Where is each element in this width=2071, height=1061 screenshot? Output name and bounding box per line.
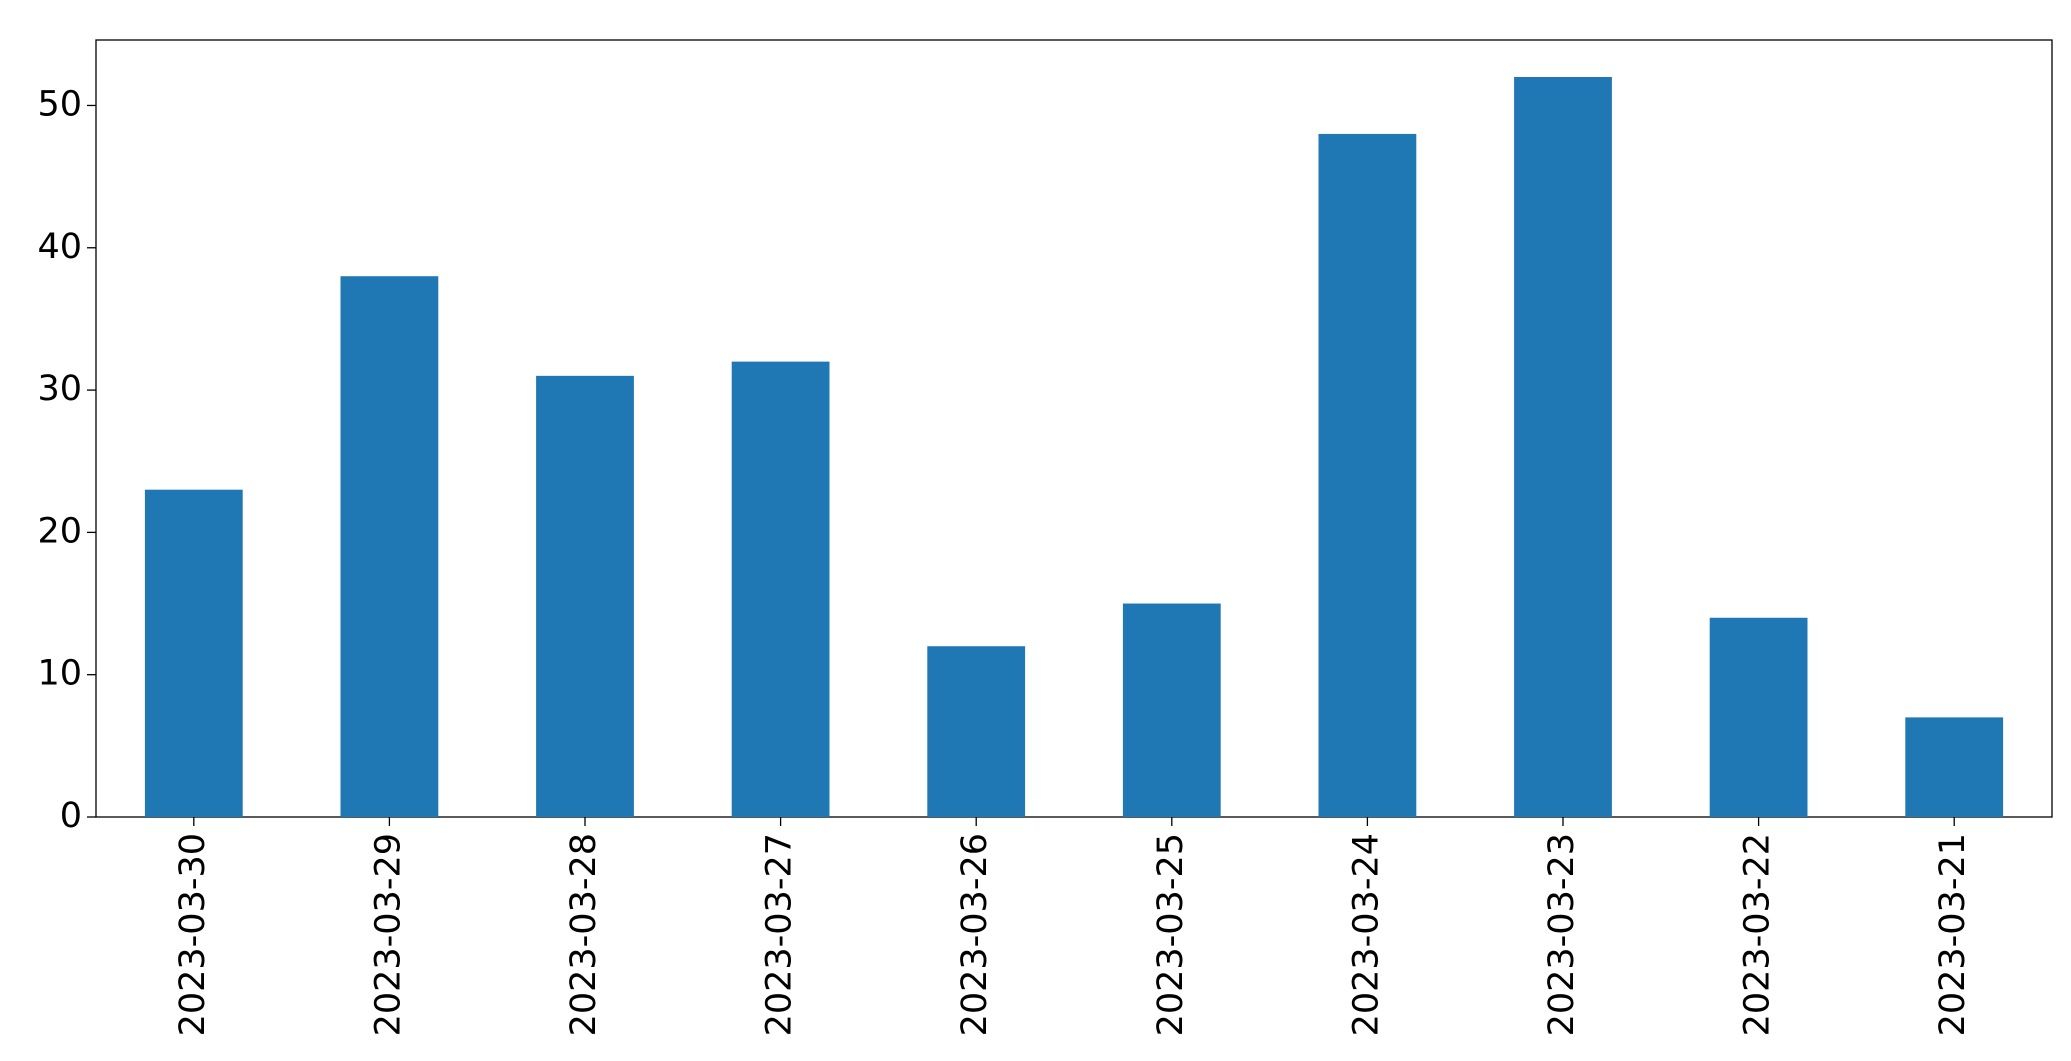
x-tick-label: 2023-03-28: [564, 833, 604, 1036]
y-tick-label: 0: [60, 796, 82, 836]
x-tick-label: 2023-03-29: [368, 833, 408, 1036]
x-tick-label: 2023-03-23: [1542, 833, 1582, 1036]
y-tick-label: 10: [37, 654, 82, 694]
bar: [1514, 77, 1612, 817]
x-tick-label: 2023-03-21: [1933, 833, 1973, 1036]
y-tick-label: 30: [37, 369, 82, 409]
y-tick-label: 20: [37, 511, 82, 551]
y-tick-label: 40: [37, 227, 82, 267]
bar: [1318, 133, 1417, 817]
bar: [731, 361, 830, 817]
bar: [340, 276, 439, 817]
x-tick-label: 2023-03-25: [1151, 833, 1191, 1036]
x-tick-label: 2023-03-26: [955, 833, 995, 1036]
x-tick-label: 2023-03-27: [760, 833, 800, 1036]
x-tick-label: 2023-03-22: [1738, 833, 1778, 1036]
x-tick-label: 2023-03-24: [1346, 833, 1386, 1036]
x-tick-label: 2023-03-30: [173, 833, 213, 1036]
bar: [927, 646, 1026, 817]
bar: [1905, 717, 2004, 817]
bar: [536, 375, 634, 817]
bar: [1122, 603, 1221, 817]
bar: [1709, 617, 1808, 817]
bar: [144, 489, 243, 817]
plot-frame: [95, 39, 2053, 818]
y-tick-label: 50: [37, 84, 82, 124]
